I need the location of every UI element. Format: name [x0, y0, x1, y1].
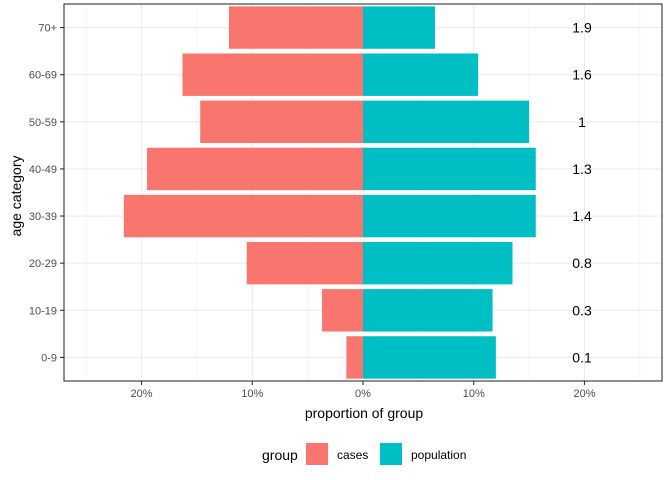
bar-cases: [147, 147, 363, 191]
ratio-label: 0.1: [572, 349, 592, 365]
bar-population: [363, 100, 530, 144]
x-tick-label: 20%: [573, 388, 595, 400]
bar-population: [363, 241, 513, 285]
ratio-label: 0.8: [572, 255, 592, 271]
legend-title: group: [262, 447, 298, 463]
bar-cases: [123, 194, 363, 238]
ratio-label: 1.6: [572, 67, 592, 83]
y-tick-label: 70+: [38, 23, 57, 35]
y-tick-label: 0-9: [41, 352, 57, 364]
x-axis-title: proportion of group: [305, 405, 424, 421]
bar-cases: [322, 289, 363, 332]
bar-population: [363, 336, 496, 379]
legend-label-cases: cases: [337, 448, 368, 462]
y-tick-label: 40-49: [29, 164, 57, 176]
bar-cases: [182, 53, 363, 96]
legend-key-cases: [306, 443, 328, 465]
y-tick-label: 50-59: [29, 117, 57, 129]
y-tick-label: 10-19: [29, 305, 57, 317]
bar-population: [363, 147, 536, 191]
legend: group cases population: [262, 443, 466, 465]
y-tick-label: 30-39: [29, 211, 57, 223]
annotations: 0.1 0.3 0.8 1.4 1.3 1 1.6 1.9: [572, 20, 592, 366]
ratio-label: 1.4: [572, 208, 592, 224]
ratio-label: 1: [578, 114, 586, 130]
bars: [123, 6, 536, 379]
legend-label-population: population: [411, 448, 466, 462]
legend-key-population: [380, 443, 402, 465]
bar-population: [363, 289, 493, 332]
y-axis-title: age category: [8, 156, 24, 237]
ticks: 20% 10% 0% 10% 20% 0-9 10-19 20-29 30-39 40-49 50-…: [29, 23, 596, 400]
bar-cases: [229, 6, 363, 49]
y-tick-label: 60-69: [29, 70, 57, 82]
bar-cases: [246, 241, 363, 285]
bar-cases: [200, 100, 363, 144]
bar-population: [363, 6, 435, 49]
bar-population: [363, 194, 536, 238]
y-tick-label: 20-29: [29, 258, 57, 270]
bar-population: [363, 53, 479, 96]
ratio-label: 1.9: [572, 20, 592, 36]
x-tick-label: 10%: [241, 388, 263, 400]
x-tick-label: 0%: [355, 388, 371, 400]
x-tick-label: 10%: [463, 388, 485, 400]
ratio-label: 0.3: [572, 302, 592, 318]
bar-cases: [346, 336, 363, 379]
ratio-label: 1.3: [572, 161, 592, 177]
x-tick-label: 20%: [131, 388, 153, 400]
